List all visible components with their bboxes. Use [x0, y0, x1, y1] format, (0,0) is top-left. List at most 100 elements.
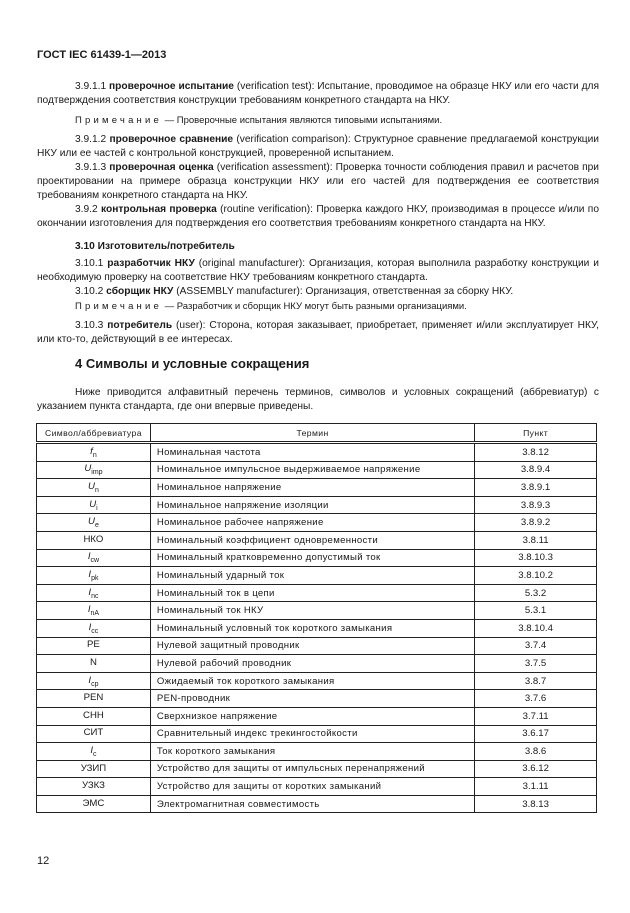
ref-cell: 3.8.9.4	[474, 460, 597, 480]
term-cell: Номинальный ток НКУ	[149, 601, 476, 620]
term-cell: Номинальное напряжение изоляции	[149, 495, 476, 515]
term-cell: Номинальный коэффициент одновременности	[149, 530, 476, 550]
symbol-cell: ЭМС	[36, 794, 151, 814]
paragraph-3-10-2: 3.10.2 сборщик НКУ (ASSEMBLY manufacture…	[75, 286, 514, 297]
symbol-cell: Uimp	[36, 460, 151, 480]
header-symbol: Символ/аббревиатура	[36, 423, 151, 444]
ref-cell: 3.7.4	[474, 636, 597, 656]
term-cell: Устройство для защиты от коротких замыка…	[149, 777, 476, 796]
table-row: PEN PEN-проводник 3.7.6	[36, 689, 597, 708]
ref-cell: 3.8.9.3	[474, 495, 597, 515]
ref-cell: 3.8.9.2	[474, 513, 597, 532]
ref-cell: 5.3.2	[474, 583, 597, 603]
symbol-cell: Un	[36, 478, 151, 497]
table-row: СИТ Сравнительный индекс трекингостойкос…	[36, 724, 597, 744]
paragraph-3-9-1-1: 3.9.1.1 проверочное испытание (verificat…	[37, 81, 599, 106]
term-cell: Номинальный ток в цепи	[149, 583, 476, 603]
term-cell: Электромагнитная совместимость	[149, 794, 476, 814]
table-row: Ipk Номинальный ударный ток 3.8.10.2	[36, 566, 597, 585]
symbol-cell: Icw	[36, 548, 151, 568]
ref-cell: 3.7.11	[474, 706, 597, 726]
paragraph-3-10-3: 3.10.3 потребитель (user): Сторона, кото…	[37, 320, 599, 345]
table-row: PE Нулевой защитный проводник 3.7.4	[36, 636, 597, 656]
section-4-intro: Ниже приводится алфавитный перечень терм…	[37, 387, 599, 412]
ref-cell: 3.8.10.3	[474, 548, 597, 568]
symbol-cell: Ipk	[36, 566, 151, 585]
ref-cell: 5.3.1	[474, 601, 597, 620]
term-cell: Номинальное рабочее напряжение	[149, 513, 476, 532]
ref-cell: 3.8.12	[474, 442, 597, 462]
table-row: Ui Номинальное напряжение изоляции 3.8.9…	[36, 495, 597, 515]
ref-cell: 3.1.11	[474, 777, 597, 796]
symbol-cell: fn	[36, 442, 151, 462]
header-term: Термин	[149, 423, 476, 444]
note-1: Примечание — Проверочные испытания являю…	[75, 115, 443, 126]
section-4-title: 4 Символы и условные сокращения	[75, 356, 310, 371]
term-cell: Сравнительный индекс трекингостойкости	[149, 724, 476, 744]
ref-cell: 3.6.12	[474, 759, 597, 779]
table-row: fn Номинальная частота 3.8.12	[36, 442, 597, 462]
term-cell: Номинальный кратковременно допустимый то…	[149, 548, 476, 568]
term-cell: Номинальная частота	[149, 442, 476, 462]
term-cell: PEN-проводник	[149, 689, 476, 708]
symbol-cell: Inc	[36, 583, 151, 603]
table-row: Icc Номинальный условный ток короткого з…	[36, 618, 597, 638]
symbol-cell: СНН	[36, 706, 151, 726]
ref-cell: 3.8.13	[474, 794, 597, 814]
term-cell: Нулевой рабочий проводник	[149, 654, 476, 673]
paragraph-3-10-1: 3.10.1 разработчик НКУ (original manufac…	[37, 258, 599, 283]
table-row: НКО Номинальный коэффициент одновременно…	[36, 530, 597, 550]
symbols-table: Символ/аббревиатура Термин Пункт fn Номи…	[36, 423, 597, 814]
table-row: Uimp Номинальное импульсное выдерживаемо…	[36, 460, 597, 480]
ref-cell: 3.8.11	[474, 530, 597, 550]
ref-cell: 3.8.10.2	[474, 566, 597, 585]
symbol-cell: Ui	[36, 495, 151, 515]
term-cell: Номинальное импульсное выдерживаемое нап…	[149, 460, 476, 480]
term-cell: Ожидаемый ток короткого замыкания	[149, 671, 476, 691]
page-number: 12	[37, 855, 50, 867]
heading-3-10: 3.10 Изготовитель/потребитель	[75, 241, 235, 252]
symbol-cell: Ic	[36, 742, 151, 761]
table-row: Ue Номинальное рабочее напряжение 3.8.9.…	[36, 513, 597, 532]
symbol-cell: PE	[36, 636, 151, 656]
paragraph-3-9-1-3: 3.9.1.3 проверочная оценка (verification…	[37, 162, 599, 201]
table-row: УЗИП Устройство для защиты от импульсных…	[36, 759, 597, 779]
symbol-cell: Icc	[36, 618, 151, 638]
table-row: ЭМС Электромагнитная совместимость 3.8.1…	[36, 794, 597, 814]
table-row: Icw Номинальный кратковременно допустимы…	[36, 548, 597, 568]
table-row: СНН Сверхнизкое напряжение 3.7.11	[36, 706, 597, 726]
table-row: УЗКЗ Устройство для защиты от коротких з…	[36, 777, 597, 796]
symbol-cell: СИТ	[36, 724, 151, 744]
term-cell: Сверхнизкое напряжение	[149, 706, 476, 726]
term-cell: Нулевой защитный проводник	[149, 636, 476, 656]
ref-cell: 3.8.9.1	[474, 478, 597, 497]
symbol-cell: НКО	[36, 530, 151, 550]
table-row: Icp Ожидаемый ток короткого замыкания 3.…	[36, 671, 597, 691]
table-header-row: Символ/аббревиатура Термин Пункт	[36, 423, 597, 444]
term-cell: Номинальный ударный ток	[149, 566, 476, 585]
table-row: InA Номинальный ток НКУ 5.3.1	[36, 601, 597, 620]
term-cell: Номинальное напряжение	[149, 478, 476, 497]
document-header: ГОСТ IEC 61439-1—2013	[37, 49, 167, 61]
ref-cell: 3.8.10.4	[474, 618, 597, 638]
symbol-cell: УЗИП	[36, 759, 151, 779]
term-cell: Номинальный условный ток короткого замык…	[149, 618, 476, 638]
ref-cell: 3.6.17	[474, 724, 597, 744]
symbol-cell: InA	[36, 601, 151, 620]
symbol-cell: Icp	[36, 671, 151, 691]
paragraph-3-9-1-2: 3.9.1.2 проверочное сравнение (verificat…	[37, 134, 599, 159]
paragraph-3-9-2: 3.9.2 контрольная проверка (routine veri…	[37, 204, 599, 229]
note-2: Примечание — Разработчик и сборщик НКУ м…	[75, 301, 467, 312]
table-row: N Нулевой рабочий проводник 3.7.5	[36, 654, 597, 673]
table-row: Ic Ток короткого замыкания 3.8.6	[36, 742, 597, 761]
symbol-cell: Ue	[36, 513, 151, 532]
ref-cell: 3.8.6	[474, 742, 597, 761]
header-ref: Пункт	[474, 423, 597, 444]
symbol-cell: УЗКЗ	[36, 777, 151, 796]
term-cell: Устройство для защиты от импульсных пере…	[149, 759, 476, 779]
ref-cell: 3.8.7	[474, 671, 597, 691]
symbol-cell: PEN	[36, 689, 151, 708]
ref-cell: 3.7.5	[474, 654, 597, 673]
ref-cell: 3.7.6	[474, 689, 597, 708]
